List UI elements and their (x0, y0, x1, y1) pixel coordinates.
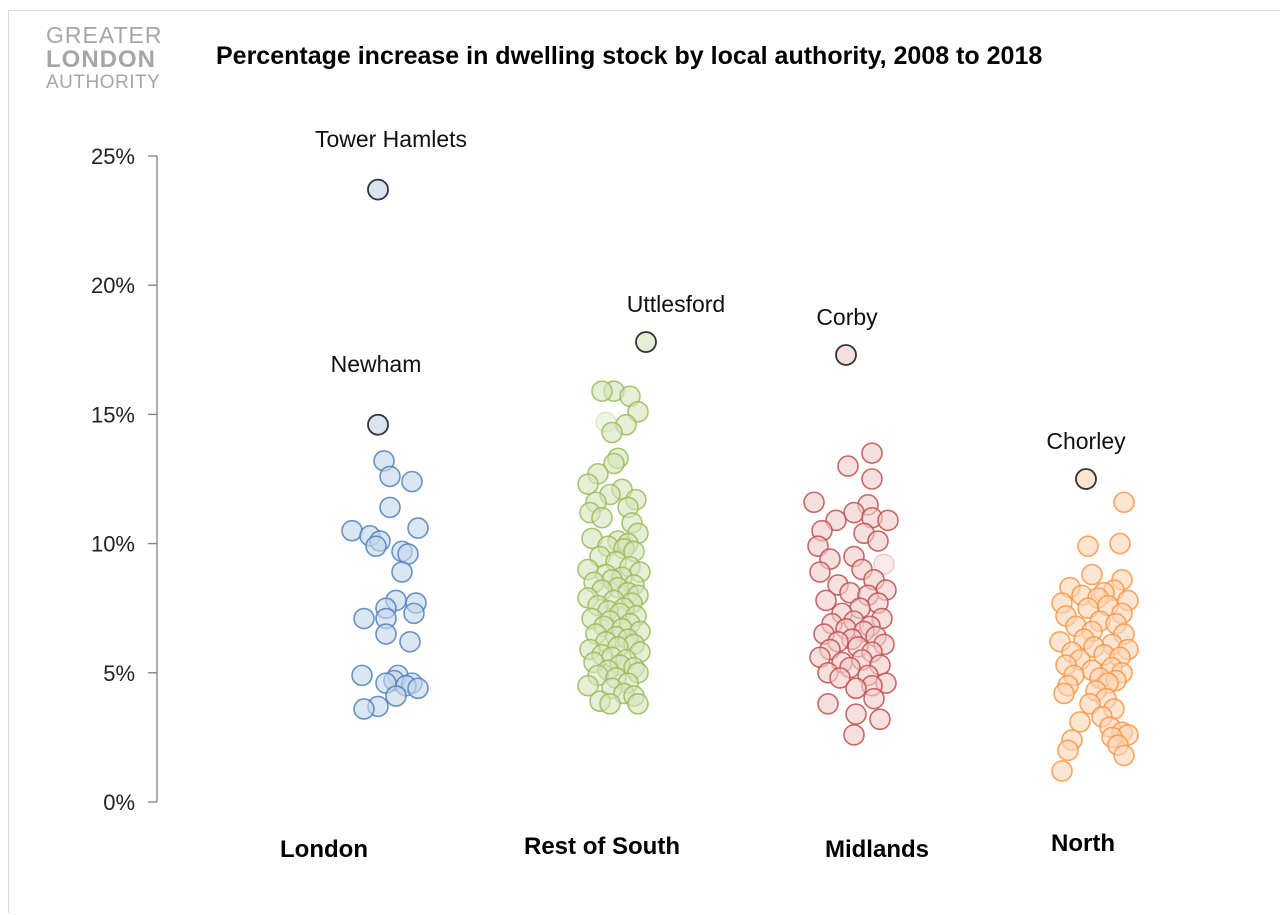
data-point (399, 630, 421, 653)
data-point (861, 468, 883, 490)
data-point (385, 685, 407, 707)
gla-logo: GREATER LONDON AUTHORITY (46, 22, 176, 93)
data-point (845, 677, 867, 700)
data-point (353, 698, 375, 720)
data-point (817, 693, 839, 715)
data-point (577, 473, 599, 495)
data-point (815, 589, 837, 612)
data-point (1053, 682, 1075, 705)
y-tick-label: 25% (91, 144, 135, 169)
data-point (843, 501, 865, 524)
data-point (591, 506, 613, 529)
y-tick-label: 15% (91, 402, 135, 427)
data-point (809, 561, 831, 583)
data-point (353, 607, 375, 630)
category-label: Rest of South (524, 833, 680, 860)
outlier-point (367, 178, 389, 201)
data-point (341, 519, 363, 542)
y-tick-label: 20% (91, 273, 135, 298)
annotation-label: Chorley (1046, 428, 1126, 454)
y-tick-label: 0% (103, 790, 135, 815)
logo-line-greater: GREATER (46, 22, 163, 48)
data-point (351, 664, 373, 687)
data-point (599, 693, 621, 715)
data-point (1109, 532, 1131, 555)
y-tick-label: 5% (103, 661, 135, 686)
data-point (379, 465, 401, 488)
category-label: London (280, 836, 368, 863)
y-tick-label: 10% (91, 532, 135, 557)
data-point (845, 703, 867, 725)
data-point (601, 421, 623, 444)
outlier-point (1075, 468, 1097, 490)
data-point (1069, 711, 1091, 733)
y-axis: 0% 5% 10% 15% 20% 25% (91, 144, 158, 815)
data-point (401, 470, 423, 493)
data-point (603, 452, 625, 475)
chart-frame (8, 10, 1280, 913)
data-point (1081, 563, 1103, 586)
data-point (397, 543, 419, 565)
data-point (627, 693, 649, 715)
data-point (1113, 744, 1135, 767)
outlier-point (835, 344, 857, 366)
data-point (1113, 491, 1135, 514)
data-point (863, 687, 885, 710)
data-point (803, 491, 825, 514)
chart-title: Percentage increase in dwelling stock by… (216, 42, 1043, 70)
data-point (1077, 535, 1099, 557)
annotation-label: Corby (816, 304, 878, 330)
data-point (867, 530, 889, 552)
data-point (873, 553, 895, 576)
outlier-point (635, 331, 657, 353)
category-labels: London Rest of South Midlands North (280, 830, 1115, 863)
annotation-label: Newham (331, 351, 422, 377)
annotation-label: Uttlesford (627, 291, 725, 317)
outlier-point (367, 413, 389, 436)
logo-line-authority: AUTHORITY (46, 72, 161, 93)
data-point (829, 667, 851, 689)
data-point (391, 561, 413, 583)
logo-line-london: LONDON (46, 46, 156, 73)
data-point (403, 602, 425, 625)
annotations: Tower Hamlets Newham Uttlesford Corby Chorle… (315, 126, 1126, 490)
category-label: Midlands (825, 836, 929, 863)
data-point (375, 623, 397, 645)
data-point (861, 442, 883, 464)
data-point (407, 517, 429, 539)
data-point (1051, 760, 1073, 782)
data-point (843, 724, 865, 746)
data-point (407, 677, 429, 700)
data-point (869, 708, 891, 731)
data-point (837, 455, 859, 477)
data-point (877, 509, 899, 532)
annotation-label: Tower Hamlets (315, 126, 467, 152)
data-points (341, 380, 1139, 782)
category-label: North (1051, 830, 1115, 857)
data-point (365, 535, 387, 557)
data-point (577, 674, 599, 697)
data-point (379, 496, 401, 519)
data-point (591, 380, 613, 402)
data-point (1057, 739, 1079, 762)
